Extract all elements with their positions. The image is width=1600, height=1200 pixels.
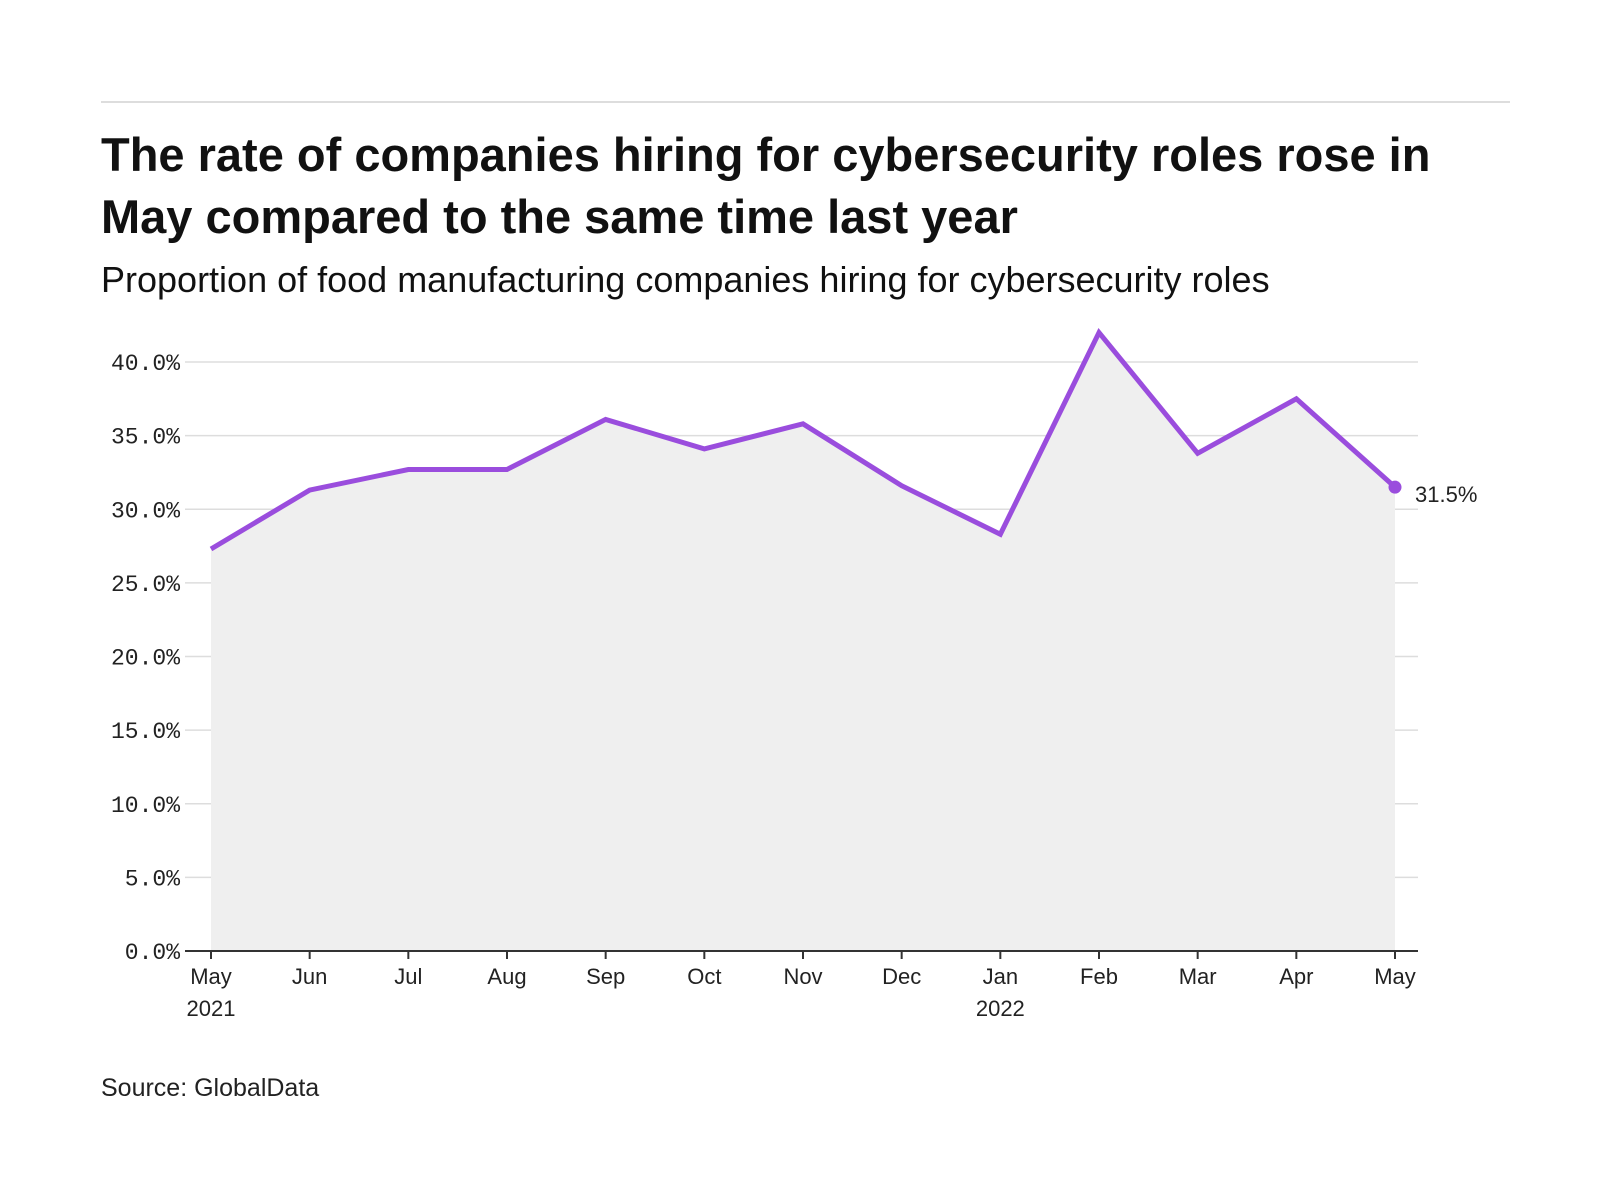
end-value-label: 31.5% bbox=[1415, 482, 1477, 507]
series-line-layer bbox=[209, 327, 1397, 552]
chart-title: The rate of companies hiring for cyberse… bbox=[101, 128, 1431, 243]
x-tick-label: 2022 bbox=[976, 996, 1025, 1021]
x-tick-label: Nov bbox=[783, 964, 822, 989]
x-axis-ticks: May 2021 Jun Jul Aug Sep Oct Nov Dec Jan 2022 Feb Ma… bbox=[187, 964, 1416, 1021]
y-tick-label: 40.0% bbox=[111, 351, 180, 377]
y-tick-label: 10.0% bbox=[111, 793, 180, 819]
y-tick-label: 20.0% bbox=[111, 646, 180, 672]
x-tick-label: Jan bbox=[983, 964, 1018, 989]
x-tick-label: Mar bbox=[1179, 964, 1217, 989]
x-tick-label: Aug bbox=[487, 964, 526, 989]
x-tick-label: Jul bbox=[394, 964, 422, 989]
end-point-marker bbox=[1388, 480, 1402, 494]
y-tick-label: 35.0% bbox=[111, 425, 180, 451]
y-tick-label: 5.0% bbox=[125, 866, 180, 892]
x-tick-label: May bbox=[190, 964, 232, 989]
area-fill-layer bbox=[211, 332, 1395, 951]
series-points bbox=[1388, 480, 1402, 494]
y-axis-ticks: 0.0% 5.0% 10.0% 15.0% 20.0% 25.0% 30.0% 35.0% 40… bbox=[111, 351, 180, 966]
chart-subtitle: Proportion of food manufacturing compani… bbox=[101, 259, 1270, 300]
top-divider bbox=[101, 101, 1510, 103]
x-tick-label: Feb bbox=[1080, 964, 1118, 989]
y-tick-label: 0.0% bbox=[125, 940, 180, 966]
area-fill bbox=[211, 332, 1395, 951]
x-tick-label: 2021 bbox=[187, 996, 236, 1021]
x-tick-label: Jun bbox=[292, 964, 327, 989]
y-tick-label: 30.0% bbox=[111, 498, 180, 524]
source-note: Source: GlobalData bbox=[101, 1074, 320, 1102]
series-line bbox=[209, 327, 1397, 552]
x-tick-label: Apr bbox=[1279, 964, 1313, 989]
axes bbox=[185, 950, 1418, 959]
x-tick-label: Dec bbox=[882, 964, 921, 989]
x-tick-label: May bbox=[1374, 964, 1416, 989]
data-labels: 31.5% bbox=[1415, 482, 1477, 507]
y-tick-label: 25.0% bbox=[111, 572, 180, 598]
x-tick-label: Oct bbox=[687, 964, 721, 989]
x-tick-label: Sep bbox=[586, 964, 625, 989]
y-tick-label: 15.0% bbox=[111, 719, 180, 745]
